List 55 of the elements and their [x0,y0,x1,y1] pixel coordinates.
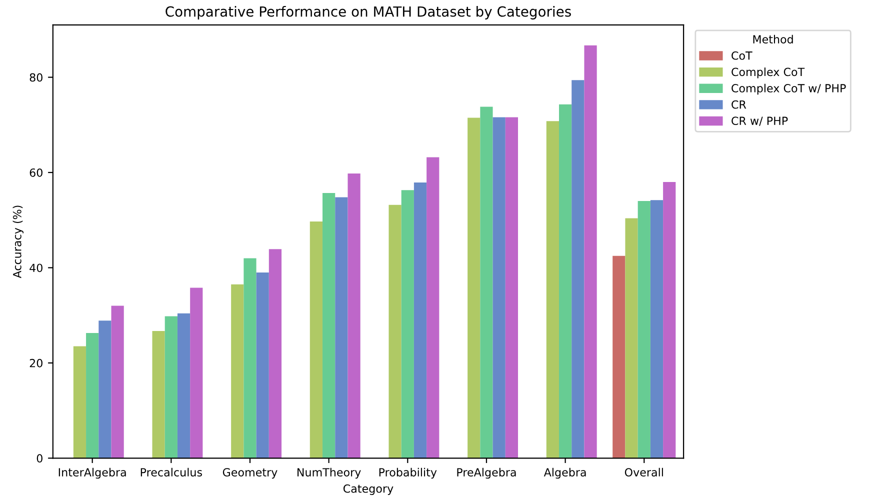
x-tick-label: InterAlgebra [58,468,126,479]
y-tick-label: 0 [36,454,42,463]
bar [348,173,360,458]
legend-label: CoT [732,51,752,60]
bar [650,200,664,458]
bar [73,346,86,458]
x-axis-title: Category [343,484,394,495]
bar [164,316,178,458]
bar [468,118,480,458]
bar [480,106,493,458]
bar [111,306,124,458]
legend-title: Method [753,34,793,44]
bar [190,288,203,458]
x-tick-label: NumTheory [298,468,361,479]
bar [388,204,402,458]
bar [177,313,190,458]
x-tick-label: Overall [624,468,663,476]
bar [335,197,348,458]
legend-label: CR [732,100,746,109]
bar [152,331,165,458]
legend-label: Complex CoT [732,68,805,78]
bar [310,222,323,458]
bar [401,190,414,458]
bar [612,256,626,458]
bar [584,45,597,458]
bar [268,249,282,458]
bar [426,157,440,458]
bar [505,117,518,458]
chart-title: Comparative Performance on MATH Dataset by Categories [166,6,571,20]
bar [559,104,572,458]
x-tick-label: Probability [379,468,437,479]
y-tick-label: 20 [30,358,42,368]
bar [98,320,112,458]
bar [244,258,256,458]
bar [86,332,99,458]
y-tick-label: 80 [30,73,42,82]
bar [492,117,506,458]
y-tick-label: 60 [30,168,42,177]
x-tick-label: PreAlgebra [457,468,516,479]
x-tick-label: Precalculus [140,468,202,476]
bar [663,182,676,458]
bar [638,201,650,458]
bar [256,272,269,458]
bar [414,182,427,458]
bar [231,284,244,458]
legend-label: Complex CoT w/ PHP [732,84,846,95]
x-tick-label: Geometry [222,468,278,479]
bar [625,218,638,458]
bar [572,80,584,458]
y-axis-title: Accuracy (%) [12,206,24,278]
bar [322,192,336,458]
y-tick-label: 40 [30,264,42,272]
bar [546,121,559,458]
legend-label: CR w/ PHP [732,116,788,126]
x-tick-label: Algebra [544,468,586,479]
